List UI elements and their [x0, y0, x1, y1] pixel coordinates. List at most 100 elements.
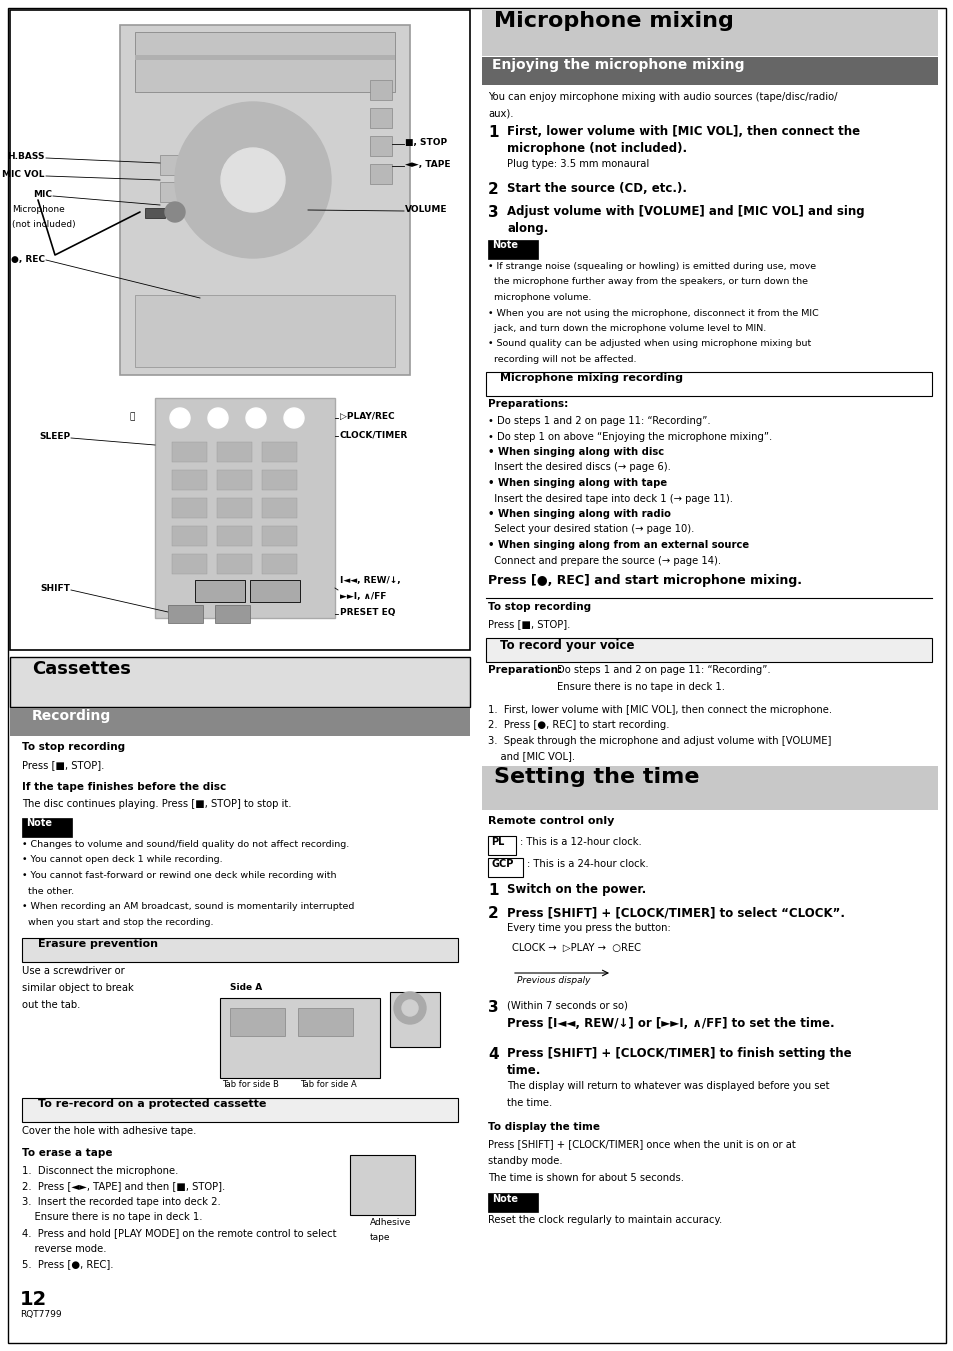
Bar [390, 992, 439, 1047]
Text: To re-record on a protected cassette: To re-record on a protected cassette [38, 1098, 266, 1109]
Text: • When singing along from an external source: • When singing along from an external so… [488, 540, 748, 550]
Text: 3.  Insert the recorded tape into deck 2.: 3. Insert the recorded tape into deck 2. [22, 1197, 220, 1206]
Bar [160, 155, 208, 176]
Circle shape [246, 408, 266, 428]
Bar [216, 442, 252, 462]
Bar [488, 836, 516, 855]
Text: Reset the clock regularly to maintain accuracy.: Reset the clock regularly to maintain ac… [488, 1215, 721, 1225]
Text: Connect and prepare the source (→ page 14).: Connect and prepare the source (→ page 1… [488, 555, 720, 566]
Bar [262, 526, 296, 546]
Text: MIC VOL: MIC VOL [3, 170, 45, 178]
Text: Tab for side B: Tab for side B [222, 1079, 278, 1089]
Text: Preparations:: Preparations: [488, 399, 568, 409]
Text: Ensure there is no tape in deck 1.: Ensure there is no tape in deck 1. [22, 1212, 202, 1223]
Text: PL: PL [491, 838, 504, 847]
Text: Cassettes: Cassettes [32, 661, 131, 678]
Text: Previous dispaly: Previous dispaly [517, 975, 590, 985]
Text: similar object to break: similar object to break [22, 984, 133, 993]
Text: • You cannot open deck 1 while recording.: • You cannot open deck 1 while recording… [22, 855, 222, 865]
Text: To erase a tape: To erase a tape [22, 1148, 112, 1158]
Text: Every time you press the button:: Every time you press the button: [506, 923, 670, 934]
Bar [10, 9, 470, 650]
Text: Press [■, STOP].: Press [■, STOP]. [488, 619, 570, 630]
Bar [250, 580, 299, 603]
Text: 3: 3 [488, 205, 498, 220]
Text: • Sound quality can be adjusted when using microphone mixing but: • Sound quality can be adjusted when usi… [488, 339, 810, 349]
Text: 3: 3 [488, 1000, 498, 1015]
Text: reverse mode.: reverse mode. [22, 1243, 107, 1254]
Text: MIC: MIC [33, 190, 52, 199]
Circle shape [174, 101, 331, 258]
Text: Microphone: Microphone [12, 205, 65, 213]
Bar [220, 998, 379, 1078]
Text: out the tab.: out the tab. [22, 1000, 80, 1011]
Text: Cover the hole with adhesive tape.: Cover the hole with adhesive tape. [22, 1125, 196, 1136]
Text: The display will return to whatever was displayed before you set: The display will return to whatever was … [506, 1081, 828, 1092]
Bar [194, 580, 245, 603]
Text: Press [SHIFT] + [CLOCK/TIMER] to select “CLOCK”.: Press [SHIFT] + [CLOCK/TIMER] to select … [506, 907, 844, 919]
Text: • If strange noise (squealing or howling) is emitted during use, move: • If strange noise (squealing or howling… [488, 262, 815, 272]
Bar [481, 9, 937, 55]
Text: (not included): (not included) [12, 220, 75, 230]
Text: • Changes to volume and sound/field quality do not affect recording.: • Changes to volume and sound/field qual… [22, 840, 349, 848]
Text: Ensure there is no tape in deck 1.: Ensure there is no tape in deck 1. [557, 682, 724, 692]
Text: 5.  Press [●, REC].: 5. Press [●, REC]. [22, 1259, 113, 1269]
Text: To stop recording: To stop recording [22, 742, 125, 753]
Text: The time is shown for about 5 seconds.: The time is shown for about 5 seconds. [488, 1173, 683, 1183]
Text: the time.: the time. [506, 1098, 552, 1108]
Text: Remote control only: Remote control only [488, 816, 614, 825]
Text: ◄►, TAPE: ◄►, TAPE [405, 159, 450, 169]
Text: Press [SHIFT] + [CLOCK/TIMER] to finish setting the: Press [SHIFT] + [CLOCK/TIMER] to finish … [506, 1047, 851, 1061]
Text: Microphone mixing recording: Microphone mixing recording [499, 373, 682, 382]
Text: : This is a 12-hour clock.: : This is a 12-hour clock. [519, 838, 641, 847]
Text: To record your voice: To record your voice [499, 639, 634, 653]
Bar [262, 499, 296, 517]
Text: Setting the time: Setting the time [494, 767, 699, 788]
Text: If the tape finishes before the disc: If the tape finishes before the disc [22, 782, 226, 792]
Bar [262, 470, 296, 490]
Text: 2: 2 [488, 907, 498, 921]
Text: (Within 7 seconds or so): (Within 7 seconds or so) [506, 1000, 627, 1011]
Bar [154, 399, 335, 617]
Text: 4: 4 [488, 1047, 498, 1062]
Bar [370, 136, 392, 155]
Text: Press [●, REC] and start microphone mixing.: Press [●, REC] and start microphone mixi… [488, 574, 801, 586]
Text: Erasure prevention: Erasure prevention [38, 939, 158, 948]
Text: • When singing along with disc: • When singing along with disc [488, 447, 663, 457]
Text: You can enjoy mircophone mixing with audio sources (tape/disc/radio/: You can enjoy mircophone mixing with aud… [488, 92, 837, 101]
Text: Press [I◄◄, REW/↓] or [►►I, ∧/FF] to set the time.: Press [I◄◄, REW/↓] or [►►I, ∧/FF] to set… [506, 1017, 834, 1029]
Text: To display the time: To display the time [488, 1121, 599, 1132]
Bar [172, 470, 207, 490]
Text: 4.  Press and hold [PLAY MODE] on the remote control to select: 4. Press and hold [PLAY MODE] on the rem… [22, 1228, 336, 1238]
Bar [10, 708, 470, 736]
Text: Insert the desired discs (→ page 6).: Insert the desired discs (→ page 6). [488, 462, 670, 473]
Text: • When you are not using the microphone, disconnect it from the MIC: • When you are not using the microphone,… [488, 308, 818, 317]
Text: Enjoying the microphone mixing: Enjoying the microphone mixing [492, 58, 743, 72]
Bar [216, 470, 252, 490]
Bar [350, 1155, 415, 1215]
Circle shape [394, 992, 426, 1024]
Text: PRESET EQ: PRESET EQ [339, 608, 395, 617]
Text: Recording: Recording [32, 709, 112, 723]
Text: SHIFT: SHIFT [40, 584, 70, 593]
Text: CLOCK/TIMER: CLOCK/TIMER [339, 430, 408, 439]
Bar [370, 163, 392, 184]
Text: ⏻: ⏻ [130, 412, 135, 422]
Text: Preparation:: Preparation: [488, 665, 561, 676]
Text: Start the source (CD, etc.).: Start the source (CD, etc.). [506, 182, 686, 195]
Bar [481, 57, 937, 85]
Text: 2: 2 [488, 182, 498, 197]
Bar [488, 1193, 537, 1212]
Text: 3.  Speak through the microphone and adjust volume with [VOLUME]: 3. Speak through the microphone and adju… [488, 736, 830, 746]
Bar [485, 372, 931, 396]
Text: 1: 1 [488, 126, 498, 141]
Text: To stop recording: To stop recording [488, 603, 591, 612]
Text: when you start and stop the recording.: when you start and stop the recording. [22, 917, 213, 927]
Text: Do steps 1 and 2 on page 11: “Recording”.: Do steps 1 and 2 on page 11: “Recording”… [557, 665, 770, 676]
Text: Insert the desired tape into deck 1 (→ page 11).: Insert the desired tape into deck 1 (→ p… [488, 493, 732, 504]
Text: SLEEP: SLEEP [39, 432, 70, 440]
Bar [216, 499, 252, 517]
Text: the microphone further away from the speakers, or turn down the: the microphone further away from the spe… [488, 277, 807, 286]
Bar [230, 1008, 285, 1036]
Text: • When singing along with radio: • When singing along with radio [488, 509, 670, 519]
